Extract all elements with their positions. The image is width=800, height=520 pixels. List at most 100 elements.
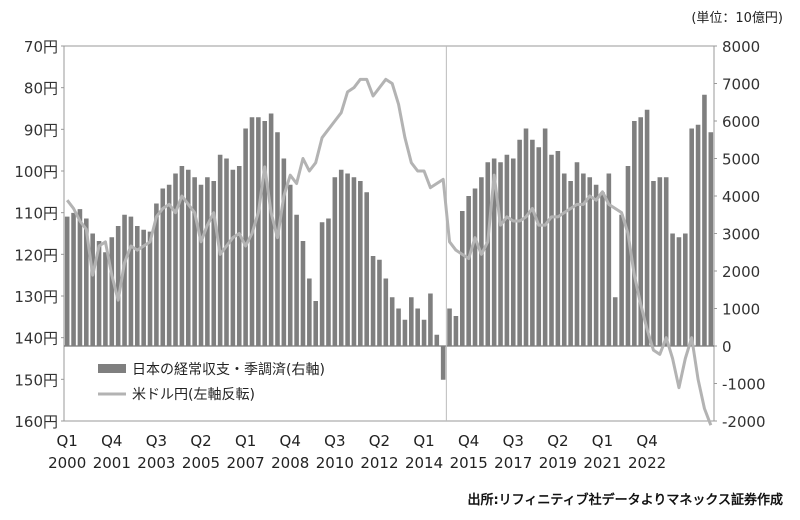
bar <box>224 158 229 346</box>
left-axis-ticks: 70円 80円 90円 100円 110円 120円 130円 140円 150円 160円 <box>14 38 64 431</box>
bar <box>536 147 542 346</box>
bar <box>632 121 637 346</box>
bar <box>154 203 159 346</box>
x-tick-quarter: Q3 <box>146 432 167 450</box>
x-axis-ticks: Q1 2000 Q4 2001 Q3 2003 Q2 2005 Q1 2007 Q4 2008 Q3 20… <box>48 432 666 472</box>
bar <box>166 184 172 346</box>
bar <box>141 229 146 346</box>
bar <box>71 212 76 346</box>
left-tick-label: 120円 <box>14 246 58 264</box>
right-axis-ticks: 8000 7000 6000 5000 4000 3000 2000 1000 0 -1000 -2… <box>714 38 766 431</box>
bar <box>77 209 83 346</box>
bar <box>415 308 420 346</box>
bar <box>256 117 261 346</box>
bar <box>638 117 644 346</box>
right-tick-label: -2000 <box>722 413 766 431</box>
x-tick-quarter: Q3 <box>324 432 345 450</box>
bar <box>122 214 127 346</box>
bar <box>549 154 554 346</box>
bar <box>657 177 663 346</box>
bar <box>185 169 191 346</box>
bar <box>338 169 344 346</box>
bar <box>319 222 325 346</box>
bar <box>459 211 465 346</box>
bar <box>345 173 350 346</box>
bar <box>472 188 478 346</box>
left-tick-label: 140円 <box>14 330 58 348</box>
bar <box>370 256 376 346</box>
x-tick-quarter: Q1 <box>592 432 613 450</box>
x-tick-year: 2000 <box>48 454 86 472</box>
x-tick-quarter: Q4 <box>280 432 301 450</box>
bar <box>498 162 503 346</box>
bar <box>396 308 401 346</box>
legend-line-label: 米ドル円(左軸反転) <box>132 387 255 403</box>
legend-bar-swatch <box>98 364 126 373</box>
bar <box>236 166 242 346</box>
bar <box>90 233 95 346</box>
bar <box>695 124 701 346</box>
bar <box>510 158 516 346</box>
bar <box>179 166 185 346</box>
right-tick-label: 4000 <box>722 188 760 206</box>
bar <box>160 188 166 346</box>
x-tick-year: 2017 <box>494 454 532 472</box>
bar <box>466 196 471 346</box>
bar <box>332 177 338 346</box>
bar <box>64 216 70 346</box>
bar <box>689 128 694 346</box>
x-tick-quarter: Q2 <box>190 432 211 450</box>
bar <box>377 259 382 346</box>
source-note: 出所:リフィニティブ社データよりマネックス証券作成 <box>467 492 783 508</box>
bar <box>479 177 484 346</box>
bar <box>389 297 395 346</box>
bar <box>670 233 675 346</box>
line-series <box>65 77 713 426</box>
x-tick-quarter: Q4 <box>458 432 479 450</box>
bar <box>173 173 178 346</box>
x-tick-quarter: Q4 <box>101 432 122 450</box>
bar <box>402 319 408 346</box>
bar <box>294 214 299 346</box>
usdjpy-line <box>65 77 713 426</box>
right-tick-label: 0 <box>722 338 732 356</box>
right-tick-label: 8000 <box>722 38 760 56</box>
bar <box>644 109 650 346</box>
bar <box>409 297 414 346</box>
legend-bar-label: 日本の経常収支・季調済(右軸) <box>132 362 325 378</box>
bar <box>683 233 688 346</box>
bar <box>192 177 197 346</box>
bar <box>300 241 306 346</box>
x-tick-year: 2005 <box>182 454 220 472</box>
bar <box>523 128 529 346</box>
right-tick-label: 1000 <box>722 301 760 319</box>
x-tick-year: 2003 <box>137 454 175 472</box>
bar <box>313 301 319 346</box>
x-tick-year: 2022 <box>628 454 666 472</box>
bar <box>103 252 108 346</box>
left-tick-label: 80円 <box>24 80 58 98</box>
bar <box>612 297 618 346</box>
bar <box>663 177 669 346</box>
left-tick-label: 160円 <box>14 413 58 431</box>
bar <box>421 319 427 346</box>
bar <box>530 139 535 346</box>
bar <box>651 181 656 346</box>
bar <box>281 158 287 346</box>
bar <box>434 334 440 346</box>
x-tick-year: 2001 <box>93 454 131 472</box>
bar <box>147 231 153 346</box>
left-tick-label: 100円 <box>14 163 58 181</box>
bar <box>625 166 631 346</box>
bar <box>561 173 567 346</box>
x-tick-quarter: Q1 <box>57 432 78 450</box>
right-tick-label: 3000 <box>722 226 760 244</box>
legend: 日本の経常収支・季調済(右軸) 米ドル円(左軸反転) <box>98 362 325 403</box>
left-tick-label: 70円 <box>24 38 58 56</box>
x-tick-year: 2014 <box>405 454 443 472</box>
bar <box>581 173 586 346</box>
bar <box>485 162 491 346</box>
bar-series <box>64 94 714 380</box>
right-tick-label: 5000 <box>722 151 760 169</box>
